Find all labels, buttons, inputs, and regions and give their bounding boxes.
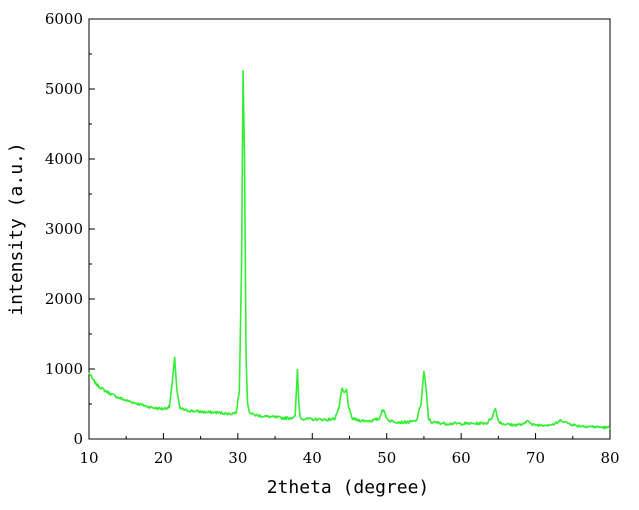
x-tick-label: 20	[154, 449, 173, 467]
x-tick-label: 80	[600, 449, 619, 467]
x-axis-tick-labels: 10 20 30 40 50 60 70 80	[79, 449, 619, 467]
y-tick-label: 2000	[45, 290, 83, 308]
x-tick-label: 60	[452, 449, 471, 467]
x-tick-label: 30	[228, 449, 247, 467]
x-tick-label: 10	[79, 449, 98, 467]
y-tick-label: 6000	[45, 10, 83, 28]
plot-frame	[88, 18, 611, 440]
x-tick-label: 50	[377, 449, 396, 467]
x-tick-label: 40	[303, 449, 322, 467]
y-axis-title: intensity (a.u.)	[6, 142, 27, 315]
y-tick-label: 1000	[45, 360, 83, 378]
x-axis-title: 2theta (degree)	[267, 477, 430, 498]
x-axis-ticks	[88, 433, 611, 439]
y-tick-label: 5000	[45, 80, 83, 98]
y-tick-label: 0	[73, 430, 83, 448]
series-line	[88, 69, 611, 430]
y-axis-tick-labels: 0 1000 2000 3000 4000 5000 6000	[45, 10, 83, 448]
y-tick-label: 4000	[45, 150, 83, 168]
y-axis-ticks	[89, 18, 95, 440]
y-tick-label: 3000	[45, 220, 83, 238]
x-tick-label: 70	[526, 449, 545, 467]
